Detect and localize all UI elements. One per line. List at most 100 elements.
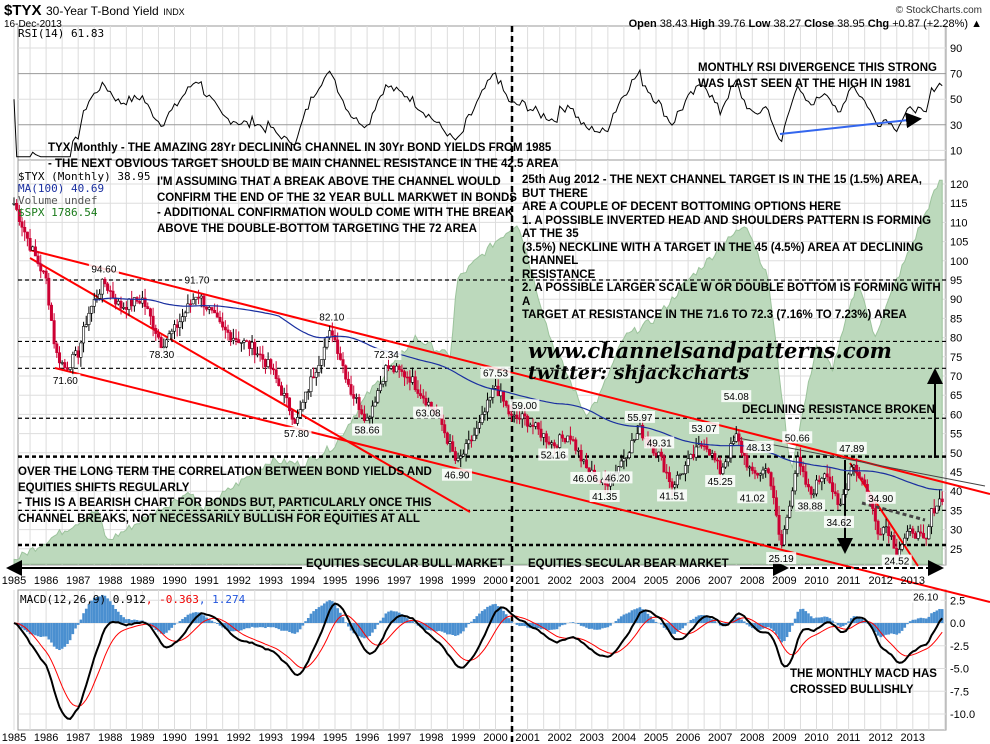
price-body: [732, 441, 736, 444]
macd-hist-bar: [855, 616, 858, 623]
macd-signal-value: , -0.363: [145, 593, 199, 606]
price-bar: [274, 361, 278, 384]
price-bar: [453, 446, 457, 465]
corr-line: CHANNEL BREAKS, NOT NECESSARILY BULLISH …: [18, 512, 420, 525]
macd-hist-bar: [692, 618, 695, 623]
macd-hist-bar: [44, 623, 48, 637]
price-body: [47, 277, 51, 306]
price-body: [756, 473, 760, 476]
macd-hist-bar: [689, 620, 693, 623]
price-body: [839, 503, 843, 506]
price-bar: [750, 462, 754, 475]
label-text: 41.35: [592, 492, 617, 503]
macd-hist-bar: [119, 614, 123, 623]
price-bar: [362, 405, 366, 423]
price-bar: [87, 306, 91, 332]
macd-hist-bar: [788, 623, 792, 632]
price-body: [633, 439, 637, 441]
price-bar: [892, 531, 896, 549]
price-body: [488, 397, 492, 401]
price-body: [288, 397, 292, 412]
macd-hist-bar: [296, 623, 299, 633]
y-tick-label: 80: [950, 333, 962, 345]
price-body: [408, 376, 412, 383]
price-bar: [271, 363, 275, 375]
y-tick-label: 85: [950, 313, 962, 325]
price-bar: [346, 371, 350, 388]
macd-hist-bar: [804, 611, 808, 623]
price-body: [742, 452, 746, 456]
macd-hist-bar: [882, 623, 885, 637]
macd-hist-bar: [638, 607, 642, 623]
price-bar: [831, 475, 835, 500]
stockcharts-copyright[interactable]: © StockCharts.com: [895, 5, 982, 16]
assume-line: CONFIRM THE END OF THE 32 YEAR BULL MARK…: [157, 191, 517, 204]
price-bar: [847, 472, 851, 491]
price-body: [301, 401, 305, 410]
macd-hist-bar: [633, 609, 636, 623]
macd-hist-bar: [510, 621, 513, 623]
macd-hist-bar: [537, 623, 540, 629]
price-body: [670, 481, 674, 488]
price-bar: [413, 370, 417, 392]
price-body: [84, 324, 88, 327]
security-name: 30-Year T-Bond Yield: [45, 4, 159, 18]
macd-hist-bar: [277, 623, 281, 630]
price-body: [320, 359, 324, 366]
macd-hist-value: , 1.274: [198, 593, 246, 606]
price-body: [119, 300, 123, 309]
macd-tick-label: -5.0: [950, 664, 969, 676]
price-body: [940, 498, 944, 503]
ohlc-value: 38.27: [773, 18, 802, 30]
price-body: [780, 534, 784, 546]
aug-line: (3.5%) NECKLINE WITH A TARGET IN THE 45 …: [522, 241, 924, 268]
macd-hist-bar: [111, 604, 115, 623]
x-tick-label: 1992: [226, 575, 250, 587]
price-bar: [879, 527, 883, 536]
macd-hist-bar: [106, 598, 109, 623]
price-body: [686, 458, 690, 466]
macd-hist-bar: [381, 617, 385, 623]
x-tick-label: 2006: [676, 575, 700, 587]
price-bar: [916, 525, 920, 541]
price-body: [889, 535, 893, 537]
x-tick-label: 1995: [323, 732, 347, 744]
macd-hist-bar: [454, 623, 457, 636]
price-body: [173, 324, 177, 332]
price-bar: [336, 332, 340, 360]
x-tick-label: 1997: [387, 575, 411, 587]
price-body: [202, 295, 206, 308]
price-body: [510, 413, 514, 416]
x-tick-label: 1998: [419, 732, 443, 744]
macd-hist-bar: [352, 623, 356, 634]
macd-hist-bar: [34, 623, 37, 636]
price-body: [258, 353, 262, 356]
price-point-label: 82.10: [316, 310, 347, 324]
macd-hist-bar: [646, 613, 650, 623]
price-bar: [724, 458, 728, 469]
label-bg: [281, 426, 312, 439]
y-tick-label: 110: [950, 217, 968, 229]
macd-hist-bar: [606, 623, 610, 628]
macd-hist-bar: [448, 623, 452, 635]
macd-hist-bar: [373, 623, 377, 630]
price-bar: [17, 204, 21, 226]
ma-legend: MA(100) 40.69: [18, 182, 105, 195]
rsinote-line: WAS LAST SEEN AT THE HIGH IN 1981: [698, 77, 911, 90]
price-bar: [814, 475, 818, 497]
price-bar: [223, 320, 227, 339]
macd-hist-bar: [844, 623, 848, 625]
x-tick-label: 1997: [387, 732, 411, 744]
macd-hist-bar: [411, 620, 414, 623]
macd-hist-bar: [622, 614, 626, 623]
macd-hist-bar: [860, 618, 864, 623]
price-body: [239, 342, 243, 344]
price-bar: [857, 466, 861, 479]
macd-hist-bar: [815, 617, 818, 623]
price-body: [269, 359, 273, 370]
macd-hist-bar: [582, 623, 586, 627]
price-body: [261, 354, 265, 360]
macd-hist-bar: [309, 613, 313, 623]
price-body: [370, 405, 374, 418]
price-body: [737, 433, 741, 442]
